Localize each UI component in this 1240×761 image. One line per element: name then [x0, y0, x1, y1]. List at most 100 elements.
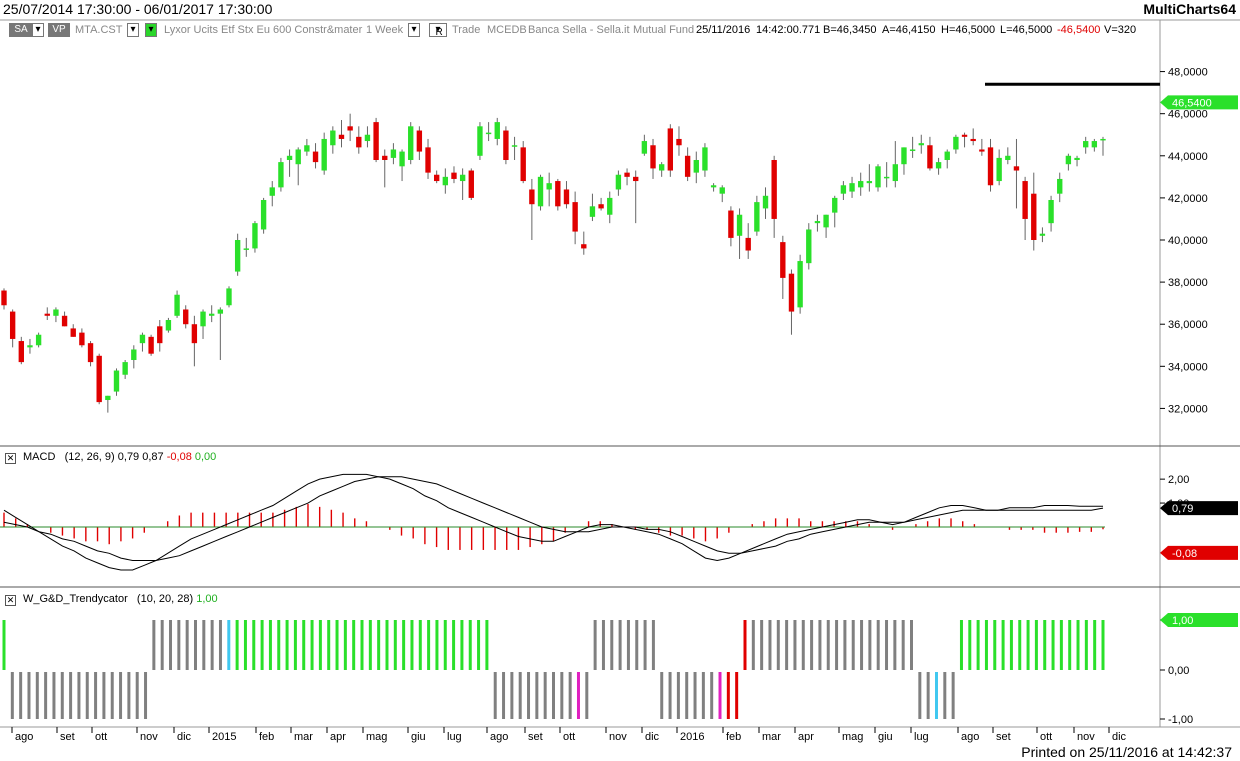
candle-body: [979, 149, 985, 152]
candle-body: [252, 223, 258, 249]
color-toggle-icon[interactable]: ▾: [145, 23, 157, 37]
candle-body: [996, 157, 1002, 182]
time-tick-label: 2015: [212, 731, 236, 743]
macd-title: ✕ MACD (12, 26, 9) 0,79 0,87 -0,08 0,00: [5, 451, 216, 464]
time-tick-label: ott: [563, 731, 575, 743]
candle-body: [122, 362, 128, 375]
printed-footer: Printed on 25/11/2016 at 14:42:37: [1021, 744, 1232, 760]
candle-body: [520, 147, 526, 182]
price-tick-label: 44,0000: [1168, 151, 1208, 163]
trendycator-name: W_G&D_Trendycator: [23, 593, 128, 605]
candle-body: [295, 149, 301, 165]
candle-body: [61, 315, 68, 327]
candle-body: [390, 149, 397, 158]
vp-button[interactable]: VP: [48, 23, 70, 37]
time-axis: ago set ott nov dic 2015 feb mar apr mag giu lug ago…: [11, 727, 1127, 743]
candle-body: [866, 181, 873, 184]
macd-plot: 2,001,00: [0, 473, 1189, 571]
candle-body: [9, 311, 16, 339]
candle-body: [1074, 157, 1080, 160]
candle-body: [927, 145, 933, 169]
time-tick-label: ago: [15, 731, 33, 743]
time-tick-label: giu: [878, 731, 893, 743]
resolution-label: 1 Week: [366, 24, 404, 36]
candle-body: [987, 147, 994, 186]
sa-dropdown-icon[interactable]: ▾: [32, 23, 44, 37]
sa-button[interactable]: SA: [9, 23, 33, 37]
macd-value2: 0,87: [142, 451, 164, 463]
candle-body: [814, 221, 821, 224]
time-tick-label: nov: [140, 731, 158, 743]
candle-body: [754, 202, 760, 232]
candle-body: [53, 309, 59, 316]
candle-body: [477, 126, 483, 156]
candle-body: [459, 174, 466, 182]
candle-body: [1005, 155, 1011, 160]
candle-body: [728, 210, 734, 238]
candle-body: [1031, 193, 1037, 240]
candle-body: [442, 176, 449, 186]
change-value: -46,5400: [1057, 24, 1101, 36]
ask-value: A=46,4150: [882, 24, 936, 36]
time-tick-label: nov: [609, 731, 627, 743]
candle-body: [35, 334, 42, 346]
candle-body: [416, 130, 423, 152]
candle-body: [615, 174, 622, 190]
candle-body: [719, 187, 725, 194]
candle-body: [607, 197, 613, 215]
trendycator-tick-label: -1,00: [1168, 714, 1193, 726]
macd-tick-label: 2,00: [1168, 474, 1189, 486]
r-label: R: [435, 27, 443, 38]
candle-body: [736, 214, 743, 236]
symbol-dropdown-icon[interactable]: ▾: [127, 23, 139, 37]
axis-value-markers: 46,5400 0,79 -0,08 1,00: [1160, 95, 1238, 627]
candle-body: [598, 204, 604, 209]
candle-body: [858, 181, 864, 188]
candle-body: [650, 145, 656, 169]
resolution-dropdown-icon[interactable]: ▾: [408, 23, 420, 37]
macd-value3: -0,08: [166, 451, 192, 463]
high-value: H=46,5000: [941, 24, 996, 36]
price-tick-label: 42,0000: [1168, 193, 1208, 205]
date-range-title: 25/07/2014 17:30:00 - 06/01/2017 17:30:0…: [3, 1, 273, 17]
macd-value1: 0,79: [117, 451, 140, 463]
candle-body: [563, 189, 570, 205]
time-tick-label: giu: [411, 731, 426, 743]
candle-body: [883, 176, 890, 179]
time-tick-label: apr: [330, 731, 346, 743]
candle-body: [165, 320, 172, 331]
candle-body: [494, 122, 500, 139]
macd-params: (12, 26, 9): [64, 451, 115, 463]
chart-canvas[interactable]: 48,0000 46,0000 44,0000 42,0000 40,0000 38,00…: [0, 0, 1240, 744]
time-tick-label: dic: [1112, 731, 1127, 743]
candle-body: [1100, 138, 1106, 141]
r-button[interactable]: R ▾: [429, 23, 447, 38]
trendycator-close-icon[interactable]: ✕: [5, 595, 16, 606]
candle-body: [70, 328, 76, 337]
candle-body: [823, 214, 829, 228]
candle-body: [1091, 141, 1098, 148]
broker: Banca Sella - Sella.it: [528, 24, 630, 36]
time-tick-label: set: [60, 731, 75, 743]
candle-body: [589, 206, 596, 217]
macd-hist-marker-text: -0,08: [1172, 548, 1197, 560]
candle-body: [806, 229, 812, 264]
time-tick-label: mag: [366, 731, 387, 743]
candle-body: [546, 183, 552, 190]
candle-body: [330, 130, 336, 146]
candle-body: [226, 288, 232, 306]
macd-close-icon[interactable]: ✕: [5, 453, 16, 464]
candle-body: [96, 355, 102, 403]
candle-body: [1083, 141, 1089, 148]
candle-body: [105, 395, 111, 400]
last-price-marker-bg: [1160, 95, 1238, 110]
trendycator-last-marker-text: 1,00: [1172, 615, 1193, 627]
candle-body: [269, 187, 275, 196]
candle-body: [771, 160, 777, 219]
candle-body: [710, 185, 717, 188]
candle-body: [382, 155, 388, 160]
candle-body: [243, 248, 249, 250]
time-tick-label: dic: [645, 731, 660, 743]
candle-body: [347, 126, 353, 131]
price-tick-label: 36,0000: [1168, 319, 1208, 331]
